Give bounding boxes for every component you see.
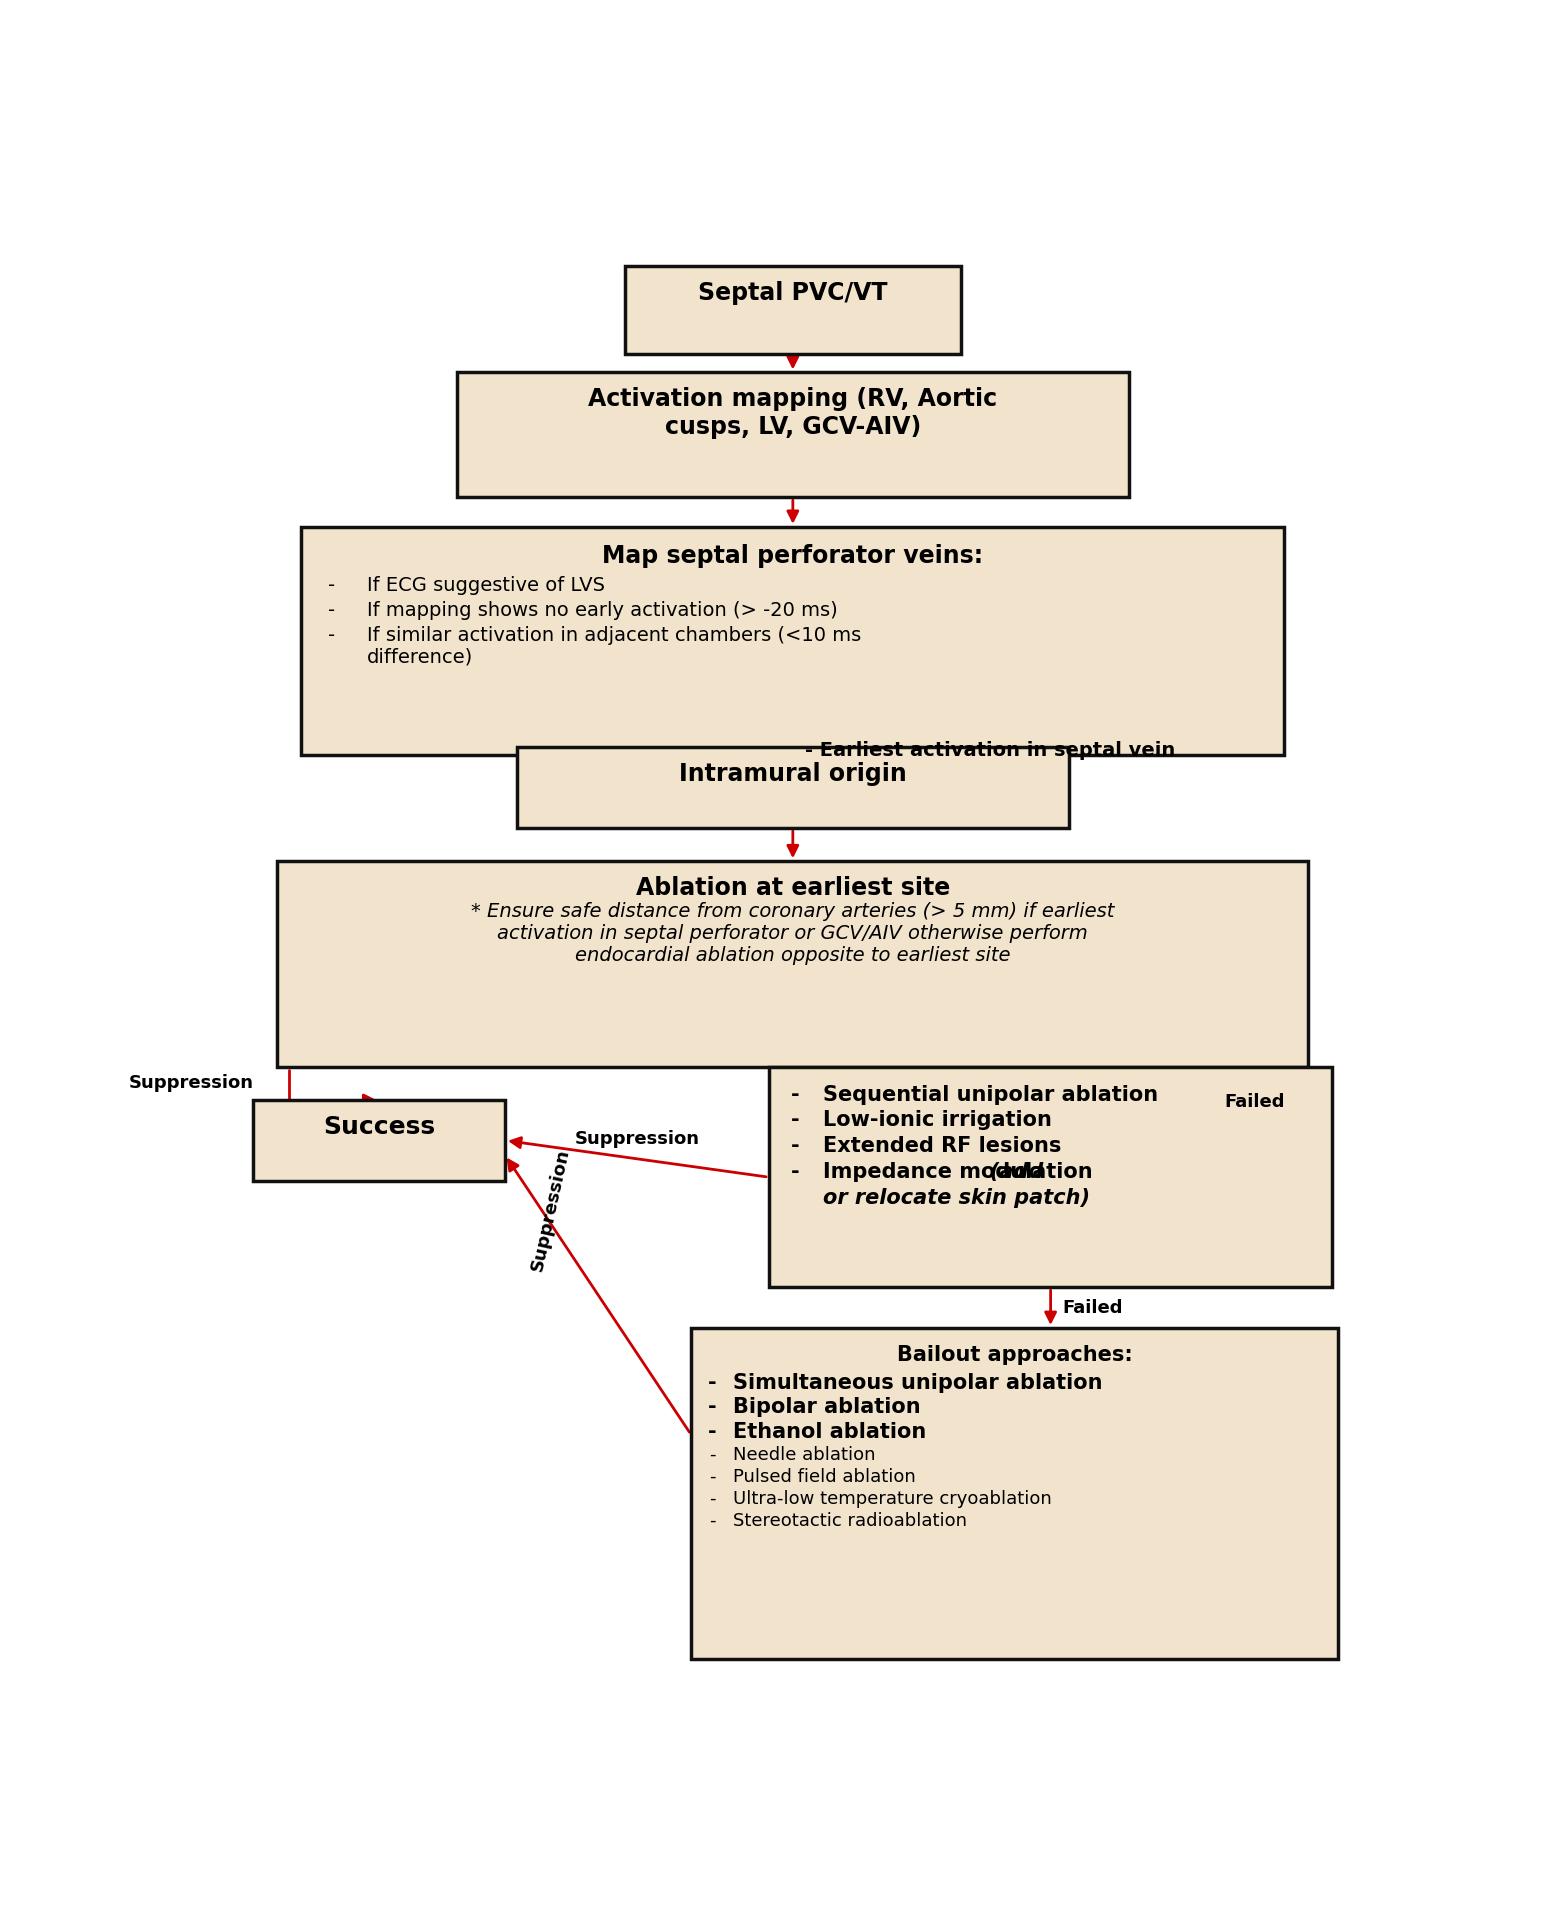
Text: Ablation at earliest site: Ablation at earliest site xyxy=(636,876,950,899)
Text: -: - xyxy=(328,577,334,596)
FancyBboxPatch shape xyxy=(302,527,1284,754)
Text: -: - xyxy=(791,1111,800,1130)
FancyBboxPatch shape xyxy=(254,1100,504,1182)
Text: Needle ablation: Needle ablation xyxy=(733,1445,876,1464)
Text: If ECG suggestive of LVS: If ECG suggestive of LVS xyxy=(367,577,605,596)
Text: -: - xyxy=(709,1445,716,1464)
Text: -: - xyxy=(328,626,334,645)
FancyBboxPatch shape xyxy=(277,861,1309,1067)
Text: -: - xyxy=(791,1136,800,1157)
FancyBboxPatch shape xyxy=(692,1329,1338,1659)
Text: Activation mapping (RV, Aortic
cusps, LV, GCV-AIV): Activation mapping (RV, Aortic cusps, LV… xyxy=(588,388,998,439)
Text: Bipolar ablation: Bipolar ablation xyxy=(733,1397,920,1416)
Text: Suppression: Suppression xyxy=(528,1147,572,1273)
Text: Failed: Failed xyxy=(1224,1094,1284,1111)
Text: Sequential unipolar ablation: Sequential unipolar ablation xyxy=(823,1084,1159,1105)
Text: -: - xyxy=(709,1422,716,1441)
Text: -: - xyxy=(791,1084,800,1105)
Text: Failed: Failed xyxy=(1063,1298,1123,1317)
FancyBboxPatch shape xyxy=(458,372,1129,498)
Text: Suppression: Suppression xyxy=(574,1130,699,1147)
Text: -: - xyxy=(709,1397,716,1416)
Text: Intramural origin: Intramural origin xyxy=(679,762,907,787)
Text: -: - xyxy=(709,1512,716,1529)
Text: Impedance modulation: Impedance modulation xyxy=(823,1163,1092,1182)
Text: Success: Success xyxy=(323,1115,435,1138)
Text: Map septal perforator veins:: Map septal perforator veins: xyxy=(602,544,984,569)
Text: -: - xyxy=(709,1489,716,1508)
Text: Septal PVC/VT: Septal PVC/VT xyxy=(698,281,888,305)
Text: - Earliest activation in septal vein: - Earliest activation in septal vein xyxy=(804,741,1176,760)
Text: -: - xyxy=(709,1373,716,1394)
FancyBboxPatch shape xyxy=(625,265,961,353)
Text: If similar activation in adjacent chambers (<10 ms
difference): If similar activation in adjacent chambe… xyxy=(367,626,862,666)
FancyBboxPatch shape xyxy=(769,1067,1332,1287)
Text: -: - xyxy=(328,601,334,620)
Text: Simultaneous unipolar ablation: Simultaneous unipolar ablation xyxy=(733,1373,1103,1394)
FancyBboxPatch shape xyxy=(517,746,1069,829)
Text: -: - xyxy=(709,1468,716,1485)
Text: Ethanol ablation: Ethanol ablation xyxy=(733,1422,927,1441)
Text: * Ensure safe distance from coronary arteries (> 5 mm) if earliest
activation in: * Ensure safe distance from coronary art… xyxy=(472,903,1114,966)
Text: Suppression: Suppression xyxy=(128,1075,254,1092)
Text: Extended RF lesions: Extended RF lesions xyxy=(823,1136,1061,1157)
Text: (add: (add xyxy=(823,1163,1043,1182)
Text: If mapping shows no early activation (> -20 ms): If mapping shows no early activation (> … xyxy=(367,601,838,620)
Text: Bailout approaches:: Bailout approaches: xyxy=(897,1346,1132,1365)
Text: or relocate skin patch): or relocate skin patch) xyxy=(823,1187,1089,1208)
Text: Ultra-low temperature cryoablation: Ultra-low temperature cryoablation xyxy=(733,1489,1052,1508)
Text: Pulsed field ablation: Pulsed field ablation xyxy=(733,1468,916,1485)
Text: Stereotactic radioablation: Stereotactic radioablation xyxy=(733,1512,967,1529)
Text: Low-ionic irrigation: Low-ionic irrigation xyxy=(823,1111,1052,1130)
Text: -: - xyxy=(791,1163,800,1182)
